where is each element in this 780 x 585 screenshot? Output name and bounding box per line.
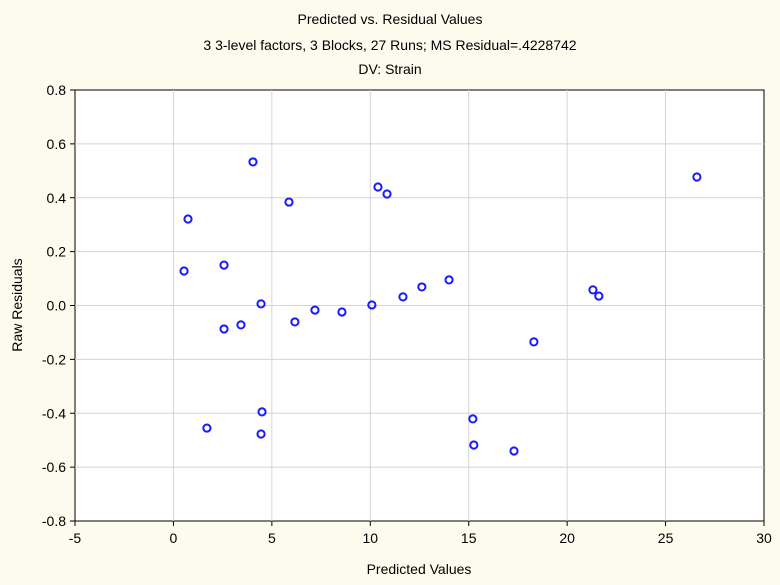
y-tick-label: 0.8	[47, 82, 67, 98]
x-tick-label: -5	[69, 530, 82, 546]
data-point	[202, 423, 212, 433]
data-point	[469, 440, 479, 450]
x-tick-label: 20	[559, 530, 575, 546]
chart-title: Predicted vs. Residual Values	[297, 11, 483, 27]
x-axis-label: Predicted Values	[367, 561, 472, 577]
y-axis-label: Raw Residuals	[9, 258, 25, 351]
y-tick-label: 0.2	[47, 244, 67, 260]
x-tick-label: 15	[461, 530, 477, 546]
data-point	[692, 172, 702, 182]
chart-subtitle: 3 3-level factors, 3 Blocks, 27 Runs; MS…	[203, 37, 577, 53]
x-tick-label: 0	[170, 530, 178, 546]
y-tick-label: -0.6	[42, 459, 66, 475]
data-point	[219, 260, 229, 270]
data-point	[529, 337, 539, 347]
data-point	[588, 285, 598, 295]
data-point	[310, 305, 320, 315]
data-point	[257, 407, 267, 417]
data-point	[337, 307, 347, 317]
data-point	[444, 275, 454, 285]
data-point	[256, 429, 266, 439]
y-tick-label: 0.0	[47, 298, 67, 314]
data-point	[179, 266, 189, 276]
data-point	[398, 292, 408, 302]
data-point	[509, 446, 519, 456]
y-tick-label: 0.4	[47, 190, 67, 206]
y-tick-label: -0.2	[42, 351, 66, 367]
data-point	[468, 414, 478, 424]
chart-subtitle-dv: DV: Strain	[358, 61, 422, 77]
data-point	[248, 157, 258, 167]
x-tick-label: 5	[268, 530, 276, 546]
data-point	[367, 300, 377, 310]
data-point	[219, 324, 229, 334]
y-tick-label: 0.6	[47, 136, 67, 152]
data-point	[417, 282, 427, 292]
y-tick-label: -0.8	[42, 513, 66, 529]
x-tick-label: 25	[658, 530, 674, 546]
x-tick-label: 30	[756, 530, 772, 546]
data-point	[373, 182, 383, 192]
x-tick-label: 10	[362, 530, 378, 546]
data-point	[256, 299, 266, 309]
data-point	[236, 320, 246, 330]
data-point	[382, 189, 392, 199]
data-point	[183, 214, 193, 224]
data-point	[594, 291, 604, 301]
y-tick-label: -0.4	[42, 405, 66, 421]
data-point	[290, 317, 300, 327]
data-point	[284, 197, 294, 207]
